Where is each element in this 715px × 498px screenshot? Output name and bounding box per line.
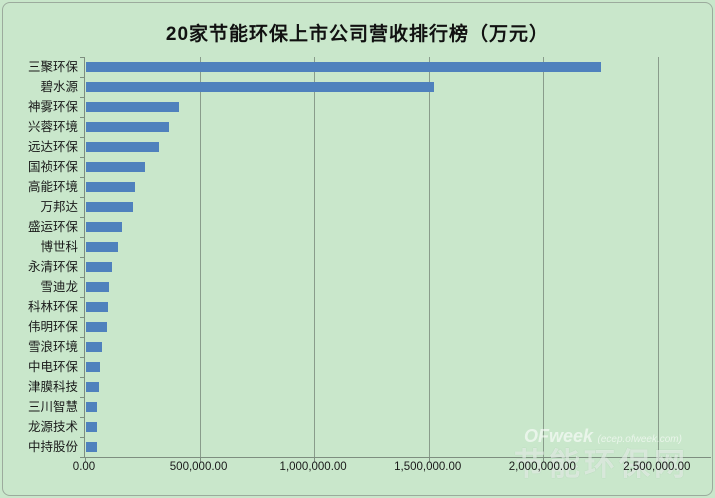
gridline — [199, 57, 201, 457]
bar — [86, 422, 97, 432]
bar — [86, 182, 136, 192]
bar — [86, 302, 108, 312]
bar — [86, 102, 179, 112]
category-axis-ticks — [80, 57, 84, 458]
gridline — [543, 57, 545, 457]
x-axis-tick-label: 500,000.00 — [169, 461, 228, 473]
x-axis-tick-label: 2,000,000.00 — [508, 461, 576, 473]
category-label: 津膜科技 — [27, 380, 78, 394]
bar — [86, 402, 98, 412]
category-label: 博世科 — [40, 240, 78, 254]
bar — [86, 382, 100, 392]
x-axis-tick — [428, 458, 430, 462]
x-axis-tick — [657, 458, 659, 462]
category-label: 永清环保 — [27, 260, 78, 274]
category-label: 中持股份 — [27, 440, 78, 454]
category-label: 中电环保 — [27, 360, 78, 374]
bar — [86, 262, 112, 272]
category-label: 神雾环保 — [27, 100, 78, 114]
x-axis-tick-label: 0.00 — [72, 461, 96, 473]
category-label: 科林环保 — [27, 300, 78, 314]
bar — [86, 342, 103, 352]
bar — [86, 202, 133, 212]
bar — [86, 242, 118, 252]
category-label: 三聚环保 — [27, 60, 78, 74]
x-axis-tick-label: 1,000,000.00 — [279, 461, 347, 473]
category-label: 国祯环保 — [27, 160, 78, 174]
bar — [86, 222, 122, 232]
category-label: 万邦达 — [40, 200, 78, 214]
bar — [86, 442, 97, 452]
x-axis-tick — [199, 458, 201, 462]
gridline — [657, 57, 659, 457]
gridline — [314, 57, 316, 457]
plot-area — [80, 57, 711, 462]
category-label: 兴蓉环境 — [27, 120, 78, 134]
bar — [86, 282, 110, 292]
bar — [86, 82, 435, 92]
chart-title: 20家节能环保上市公司营收排行榜（万元） — [165, 24, 550, 45]
category-axis-labels: 三聚环保碧水源神雾环保兴蓉环境远达环保国祯环保高能环境万邦达盛运环保博世科永清环… — [0, 57, 78, 457]
bar — [86, 122, 170, 132]
x-axis-tick-label: 2,500,000.00 — [623, 461, 691, 473]
x-axis-tick — [543, 458, 545, 462]
category-label: 远达环保 — [27, 140, 78, 154]
x-axis-tick-label: 1,500,000.00 — [394, 461, 462, 473]
gridline — [428, 57, 430, 457]
category-label: 碧水源 — [40, 80, 78, 94]
bar — [86, 322, 107, 332]
category-label: 伟明环保 — [27, 320, 78, 334]
bar — [86, 162, 145, 172]
x-axis-tick — [314, 458, 316, 462]
bar — [86, 62, 602, 72]
category-label: 龙源技术 — [27, 420, 78, 434]
category-label: 三川智慧 — [27, 400, 78, 414]
bar — [86, 362, 100, 372]
bar — [86, 142, 159, 152]
x-axis-tick — [85, 458, 86, 462]
category-label: 雪浪环境 — [27, 340, 78, 354]
category-label: 盛运环保 — [27, 220, 78, 234]
category-label: 雪迪龙 — [40, 280, 78, 294]
category-label: 高能环境 — [27, 180, 78, 194]
